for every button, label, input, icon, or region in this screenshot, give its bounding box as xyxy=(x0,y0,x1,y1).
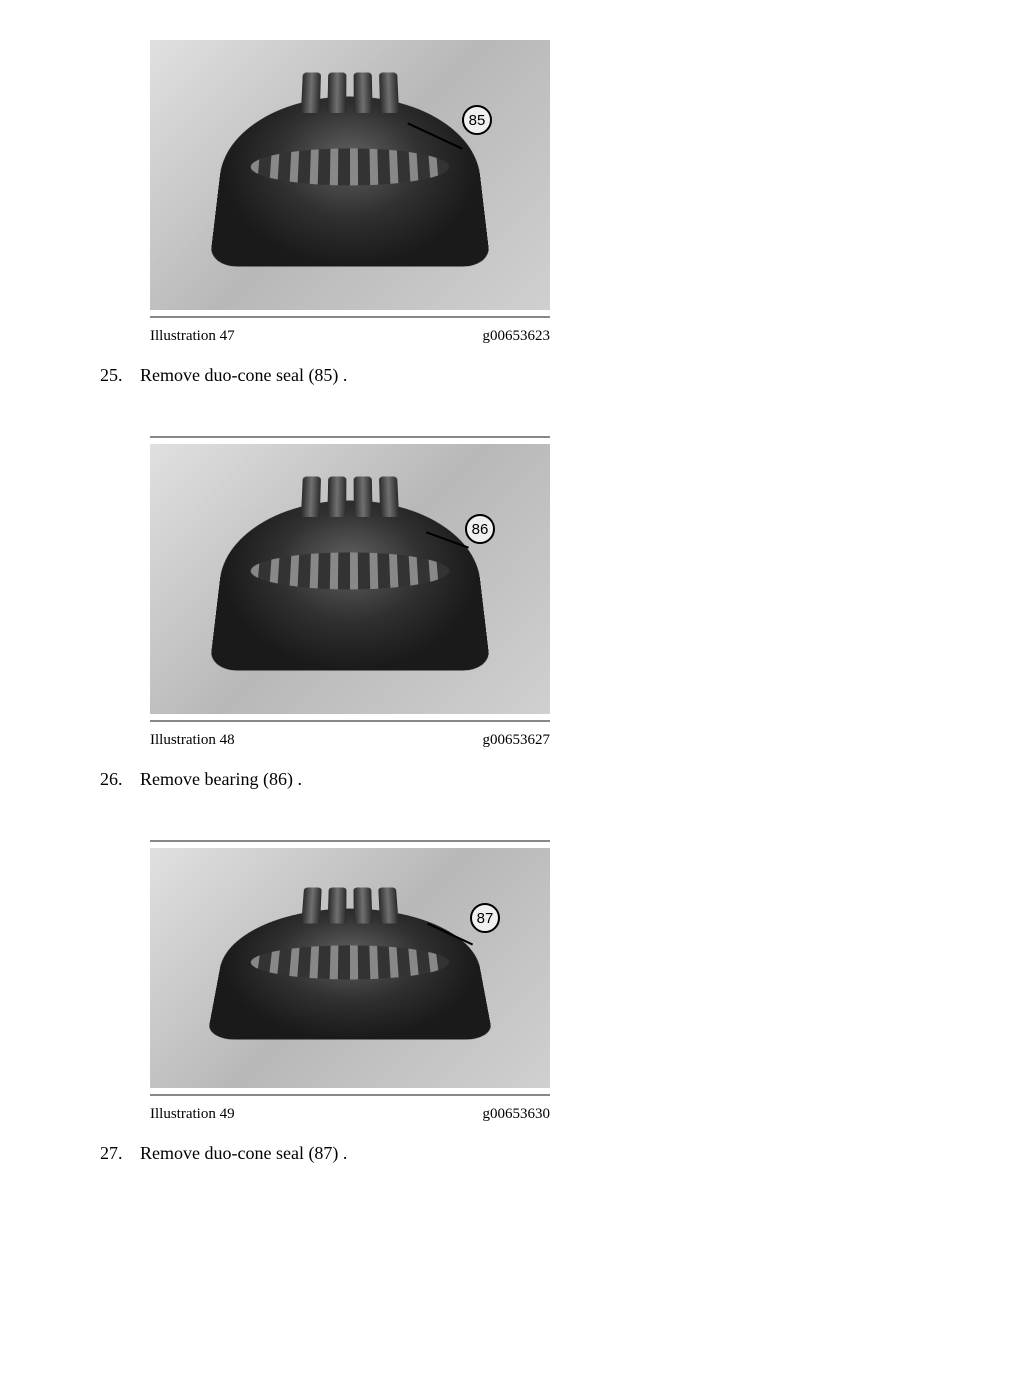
mechanical-part-illustration xyxy=(209,96,491,266)
figure-divider xyxy=(150,1094,550,1096)
figure-49-caption: Illustration 49 g00653630 xyxy=(150,1106,550,1123)
figure-47-block: 85 Illustration 47 g00653623 xyxy=(150,40,924,345)
step-text: Remove duo-cone seal (87) . xyxy=(140,1143,924,1164)
figure-divider xyxy=(150,840,550,842)
mechanical-part-illustration xyxy=(207,909,494,1040)
callout-85: 85 xyxy=(462,105,492,135)
figure-49-block: 87 Illustration 49 g00653630 xyxy=(150,840,924,1123)
step-27: 27. Remove duo-cone seal (87) . xyxy=(100,1143,924,1164)
illustration-code: g00653630 xyxy=(483,1106,551,1123)
illustration-code: g00653623 xyxy=(483,328,551,345)
illustration-label: Illustration 47 xyxy=(150,328,235,345)
figure-47-caption: Illustration 47 g00653623 xyxy=(150,328,550,345)
illustration-code: g00653627 xyxy=(483,732,551,749)
callout-87: 87 xyxy=(470,903,500,933)
step-number: 26. xyxy=(100,769,140,790)
callout-86: 86 xyxy=(465,514,495,544)
mechanical-part-illustration xyxy=(209,500,491,670)
step-26: 26. Remove bearing (86) . xyxy=(100,769,924,790)
figure-48-image: 86 xyxy=(150,444,550,714)
figure-49-image: 87 xyxy=(150,848,550,1088)
figure-divider xyxy=(150,436,550,438)
step-number: 27. xyxy=(100,1143,140,1164)
step-text: Remove bearing (86) . xyxy=(140,769,924,790)
figure-48-block: 86 Illustration 48 g00653627 xyxy=(150,436,924,749)
figure-47-image: 85 xyxy=(150,40,550,310)
figure-48-caption: Illustration 48 g00653627 xyxy=(150,732,550,749)
figure-divider xyxy=(150,316,550,318)
figure-divider xyxy=(150,720,550,722)
step-25: 25. Remove duo-cone seal (85) . xyxy=(100,365,924,386)
illustration-label: Illustration 49 xyxy=(150,1106,235,1123)
illustration-label: Illustration 48 xyxy=(150,732,235,749)
step-number: 25. xyxy=(100,365,140,386)
step-text: Remove duo-cone seal (85) . xyxy=(140,365,924,386)
